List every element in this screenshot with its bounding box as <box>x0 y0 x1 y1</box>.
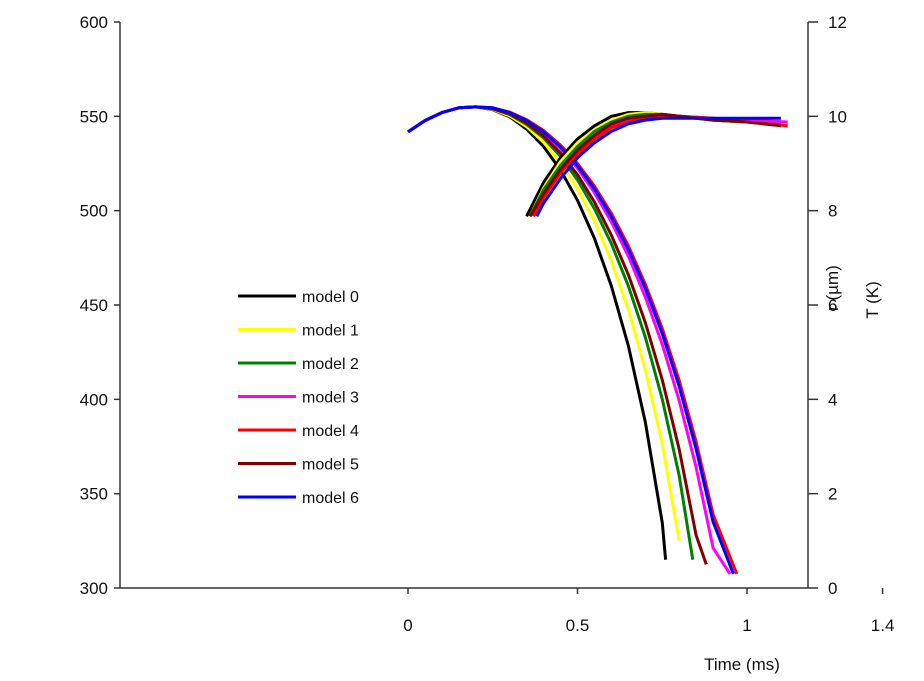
right-axis-title-2: T (K) <box>863 281 882 318</box>
right-tick-label: 2 <box>828 485 837 504</box>
legend: model 0 model 1 model 2 model 3 model 4 model… <box>226 284 408 516</box>
right-tick-label: 8 <box>828 202 837 221</box>
radius-line-model-1 <box>407 105 681 542</box>
right-tick-label: 4 <box>828 390 837 409</box>
temperature-line-model-5 <box>528 112 782 218</box>
legend-label: model 4 <box>302 423 359 440</box>
legend-label: model 1 <box>302 323 359 340</box>
right-tick-label: 0 <box>828 579 837 598</box>
axes-layer: 300 350 400 450 500 550 600 0 2 4 6 8 10 12 0 0.5 1 1.4 <box>80 13 895 635</box>
left-tick-label: 300 <box>80 579 108 598</box>
right-axis-title: r (µm) <box>823 265 842 311</box>
x-axis-title: Time (ms) <box>704 655 780 674</box>
x-tick-label: 1 <box>742 616 751 635</box>
x-tick-label: 1.4 <box>871 616 895 635</box>
right-tick-label: 12 <box>828 13 847 32</box>
left-tick-label: 500 <box>80 202 108 221</box>
x-tick-label: 0.5 <box>566 616 590 635</box>
left-tick-label: 600 <box>80 13 108 32</box>
left-tick-label: 450 <box>80 296 108 315</box>
left-tick-label: 350 <box>80 485 108 504</box>
legend-box <box>226 284 408 516</box>
radius-line-model-4 <box>407 105 739 575</box>
right-tick-label: 10 <box>828 107 847 126</box>
legend-label: model 3 <box>302 390 359 407</box>
radius-line-model-0 <box>407 105 668 560</box>
legend-label: model 0 <box>302 289 359 306</box>
temperature-line-model-6 <box>535 116 781 217</box>
x-tick-label: 0 <box>403 616 412 635</box>
right-tick-label: 6 <box>828 296 837 315</box>
legend-label: model 6 <box>302 490 359 507</box>
legend-label: model 5 <box>302 457 359 474</box>
legend-label: model 2 <box>302 356 359 373</box>
series-layer <box>407 105 788 575</box>
left-tick-label: 550 <box>80 107 108 126</box>
left-tick-label: 400 <box>80 390 108 409</box>
